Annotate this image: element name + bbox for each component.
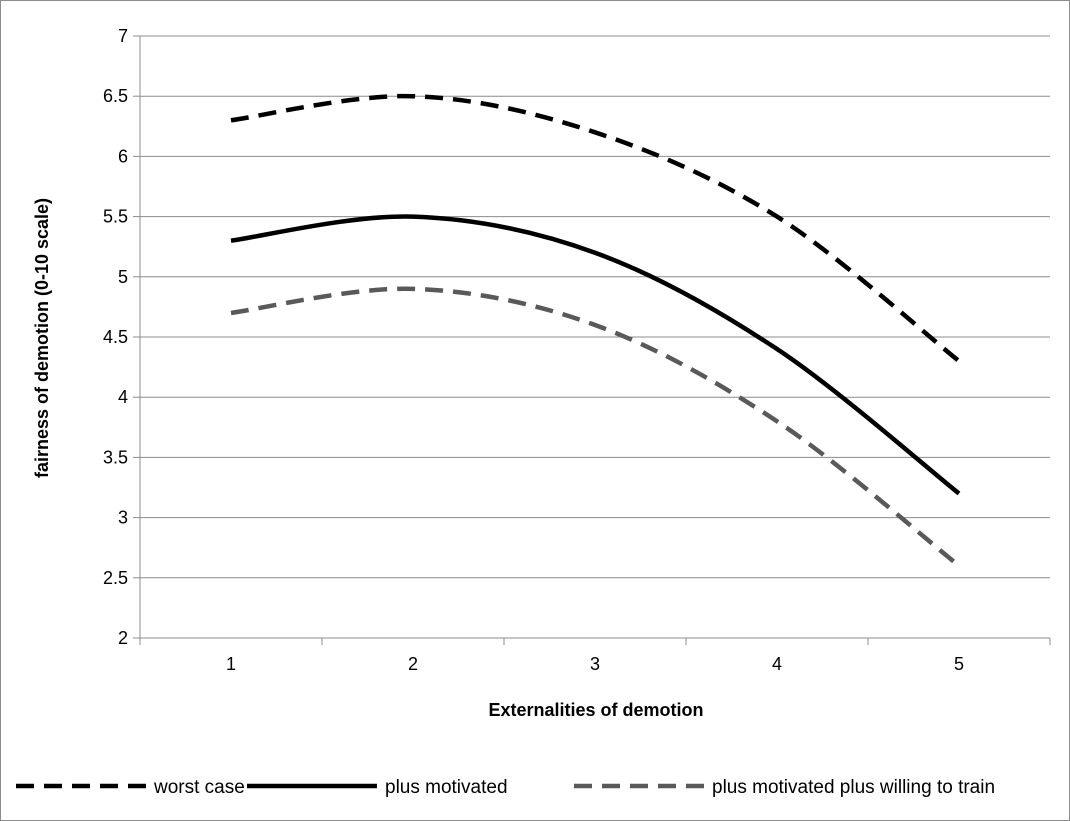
y-tick-label: 3 <box>118 508 128 528</box>
y-axis-title: fairness of demotion (0-10 scale) <box>32 198 52 478</box>
y-tick-label: 4.5 <box>103 327 128 347</box>
gridlines <box>140 35 1050 579</box>
x-tick-label: 3 <box>590 654 600 674</box>
series-line-2 <box>230 214 961 496</box>
axes <box>139 36 1050 645</box>
legend-label-1: worst case <box>153 777 245 798</box>
series-lines <box>230 93 961 568</box>
y-tick-label: 6.5 <box>103 86 128 106</box>
x-tick-label: 1 <box>226 654 236 674</box>
y-tick-label: 2 <box>118 628 128 648</box>
y-tick-label: 2.5 <box>103 568 128 588</box>
x-axis-ticks: 1 2 3 4 5 <box>139 638 1051 674</box>
y-tick-label: 3.5 <box>103 447 128 467</box>
x-axis-title: Externalities of demotion <box>488 700 703 720</box>
y-tick-label: 7 <box>118 26 128 46</box>
x-tick-label: 5 <box>954 654 964 674</box>
legend-label-3: plus motivated plus willing to train <box>712 777 995 798</box>
legend: worst case plus motivated plus motivated p… <box>16 777 995 798</box>
y-tick-label: 5.5 <box>103 207 128 227</box>
y-tick-label: 4 <box>118 387 128 407</box>
y-tick-label: 5 <box>118 267 128 287</box>
series-line-3 <box>230 286 961 568</box>
legend-label-2: plus motivated <box>385 777 508 798</box>
x-tick-label: 4 <box>772 654 782 674</box>
x-tick-label: 2 <box>408 654 418 674</box>
y-tick-label: 6 <box>118 146 128 166</box>
series-line-1 <box>230 93 961 363</box>
y-axis-ticks: 2 2.5 3 3.5 4 4.5 5 5.5 6 6.5 7 <box>103 26 140 648</box>
